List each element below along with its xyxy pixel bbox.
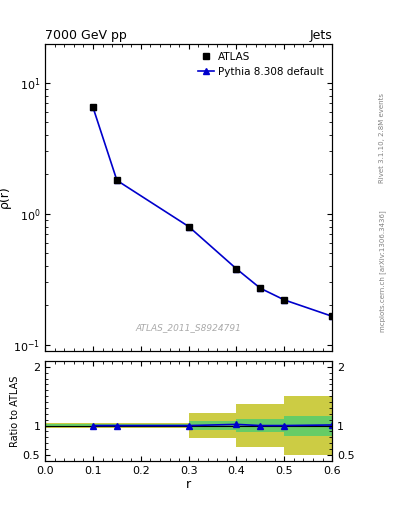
- Pythia 8.308 default: [282, 297, 286, 303]
- Pythia 8.308 default: [186, 223, 191, 229]
- Text: 7000 GeV pp: 7000 GeV pp: [45, 29, 127, 42]
- ATLAS: [282, 297, 286, 303]
- Text: mcplots.cern.ch [arXiv:1306.3436]: mcplots.cern.ch [arXiv:1306.3436]: [379, 210, 386, 332]
- Text: ATLAS_2011_S8924791: ATLAS_2011_S8924791: [136, 323, 242, 332]
- Line: ATLAS: ATLAS: [90, 104, 336, 319]
- Line: Pythia 8.308 default: Pythia 8.308 default: [90, 104, 336, 319]
- ATLAS: [186, 223, 191, 229]
- ATLAS: [258, 285, 263, 291]
- Text: Rivet 3.1.10, 2.8M events: Rivet 3.1.10, 2.8M events: [379, 93, 385, 183]
- Pythia 8.308 default: [91, 104, 95, 111]
- ATLAS: [330, 313, 334, 319]
- Y-axis label: Ratio to ATLAS: Ratio to ATLAS: [10, 375, 20, 446]
- Legend: ATLAS, Pythia 8.308 default: ATLAS, Pythia 8.308 default: [195, 49, 327, 80]
- Pythia 8.308 default: [115, 177, 119, 183]
- Pythia 8.308 default: [330, 313, 334, 319]
- ATLAS: [91, 104, 95, 111]
- Text: Jets: Jets: [309, 29, 332, 42]
- ATLAS: [115, 177, 119, 183]
- Y-axis label: ρ(r): ρ(r): [0, 186, 11, 208]
- Pythia 8.308 default: [258, 285, 263, 291]
- X-axis label: r: r: [186, 478, 191, 492]
- Pythia 8.308 default: [234, 266, 239, 272]
- ATLAS: [234, 266, 239, 272]
